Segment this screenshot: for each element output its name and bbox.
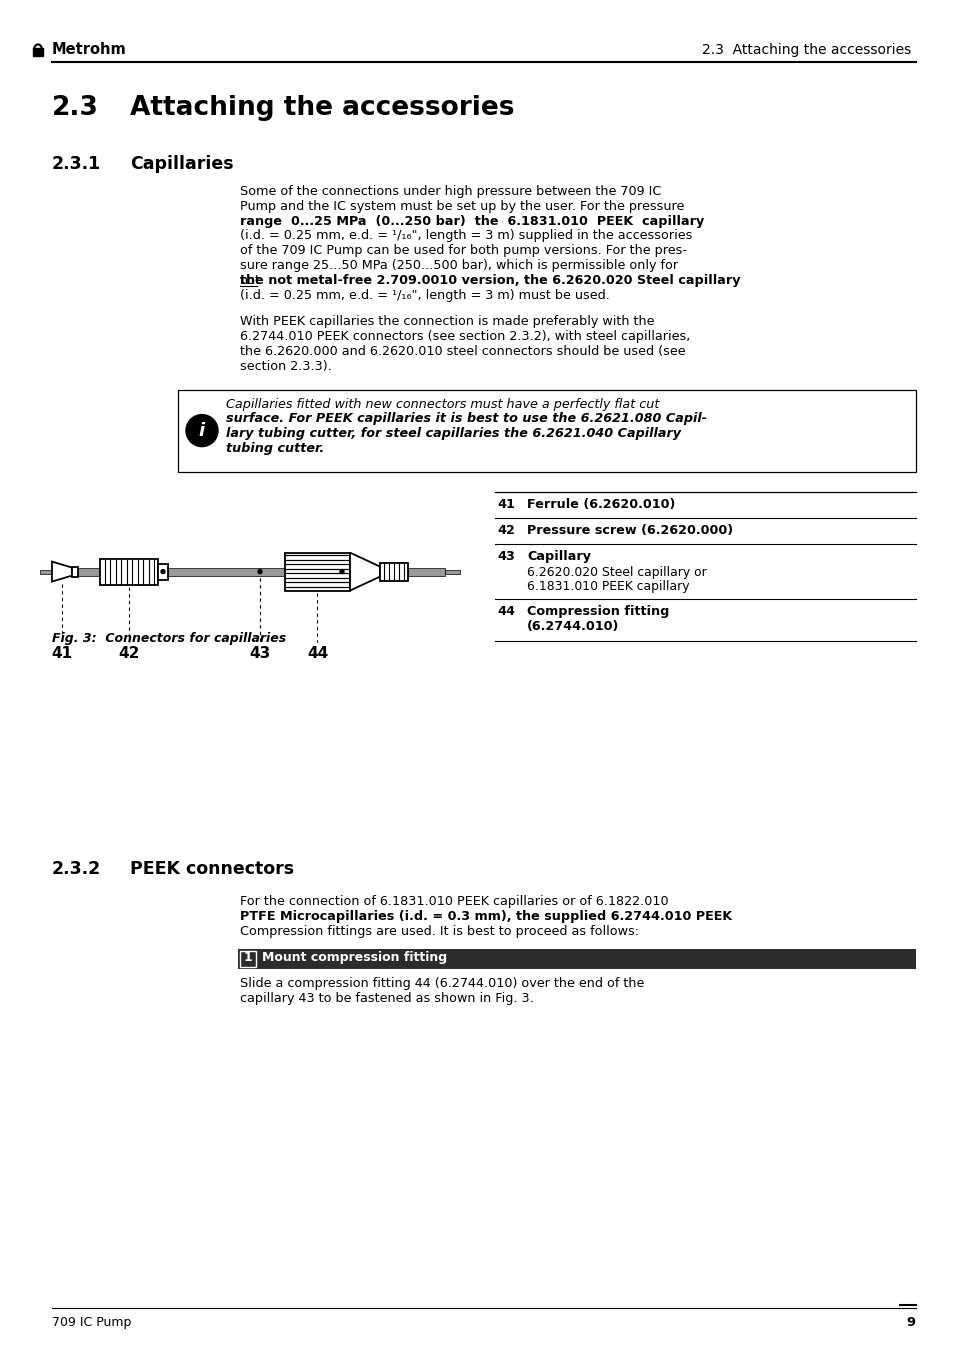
Circle shape [339, 570, 344, 574]
Text: 44: 44 [307, 646, 328, 661]
Text: Capillaries: Capillaries [130, 155, 233, 173]
Text: PEEK connectors: PEEK connectors [130, 861, 294, 878]
Text: surface. For PEEK capillaries it is best to use the 6.2621.080 Capil-: surface. For PEEK capillaries it is best… [226, 412, 706, 426]
Text: Metrohm: Metrohm [52, 42, 127, 58]
Circle shape [257, 570, 262, 574]
Text: the not metal-free 2.709.0010 version, the 6.2620.020 Steel capillary: the not metal-free 2.709.0010 version, t… [240, 274, 740, 286]
Polygon shape [52, 562, 71, 581]
Text: PTFE Microcapillaries (i.d. = 0.3 mm), the supplied 6.2744.010 PEEK: PTFE Microcapillaries (i.d. = 0.3 mm), t… [240, 909, 731, 923]
Text: Ferrule (6.2620.010): Ferrule (6.2620.010) [526, 497, 675, 511]
Text: 43: 43 [497, 550, 515, 562]
Text: (i.d. = 0.25 mm, e.d. = ¹/₁₆", length = 3 m) supplied in the accessories: (i.d. = 0.25 mm, e.d. = ¹/₁₆", length = … [240, 230, 692, 242]
Text: 2.3.2: 2.3.2 [52, 861, 101, 878]
Text: range  0...25 MPa  (0...250 bar)  the  6.1831.010  PEEK  capillary: range 0...25 MPa (0...250 bar) the 6.183… [240, 215, 703, 227]
Text: not: not [240, 274, 261, 286]
Text: Mount compression fitting: Mount compression fitting [262, 951, 447, 965]
Text: capillary 43 to be fastened as shown in Fig. 3.: capillary 43 to be fastened as shown in … [240, 992, 533, 1005]
Text: Compression fitting
(6.2744.010): Compression fitting (6.2744.010) [526, 605, 669, 632]
Text: With PEEK capillaries the connection is made preferably with the: With PEEK capillaries the connection is … [240, 315, 654, 328]
Text: tubing cutter.: tubing cutter. [226, 442, 324, 455]
Text: 9: 9 [906, 1316, 915, 1329]
Bar [379, 562, 408, 581]
Text: 2.3.1: 2.3.1 [52, 155, 101, 173]
Bar [240, 951, 255, 967]
Text: Attaching the accessories: Attaching the accessories [130, 95, 514, 122]
Circle shape [161, 570, 165, 574]
Text: 43: 43 [249, 646, 271, 661]
Text: 42: 42 [497, 524, 515, 536]
Text: 41: 41 [497, 497, 515, 511]
Text: 42: 42 [118, 646, 139, 661]
Text: of the 709 IC Pump can be used for both pump versions. For the pres-: of the 709 IC Pump can be used for both … [240, 245, 686, 257]
Text: i: i [199, 422, 205, 439]
Text: 6.2620.020 Steel capillary or: 6.2620.020 Steel capillary or [526, 566, 706, 578]
Text: 2.3: 2.3 [52, 95, 99, 122]
Text: 41: 41 [51, 646, 72, 661]
Polygon shape [350, 553, 379, 590]
Text: Pump and the IC system must be set up by the user. For the pressure: Pump and the IC system must be set up by… [240, 200, 683, 213]
Text: Slide a compression fitting 44 (6.2744.010) over the end of the: Slide a compression fitting 44 (6.2744.0… [240, 977, 643, 990]
Text: For the connection of 6.1831.010 PEEK capillaries or of 6.1822.010: For the connection of 6.1831.010 PEEK ca… [240, 894, 668, 908]
Bar [444, 570, 459, 574]
Text: the 6.2620.000 and 6.2620.010 steel connectors should be used (see: the 6.2620.000 and 6.2620.010 steel conn… [240, 345, 685, 358]
Text: section 2.3.3).: section 2.3.3). [240, 359, 332, 373]
Text: (i.d. = 0.25 mm, e.d. = ¹/₁₆", length = 3 m) must be used.: (i.d. = 0.25 mm, e.d. = ¹/₁₆", length = … [240, 289, 609, 301]
Text: sure range 25...50 MPa (250...500 bar), which is permissible only for: sure range 25...50 MPa (250...500 bar), … [240, 259, 678, 272]
Text: Capillaries fitted with new connectors must have a perfectly flat cut: Capillaries fitted with new connectors m… [226, 397, 659, 411]
Bar [40, 570, 55, 574]
Text: Pressure screw (6.2620.000): Pressure screw (6.2620.000) [526, 524, 732, 536]
Text: Fig. 3:  Connectors for capillaries: Fig. 3: Connectors for capillaries [52, 632, 286, 644]
Bar [285, 553, 350, 590]
Text: Some of the connections under high pressure between the 709 IC: Some of the connections under high press… [240, 185, 660, 199]
Bar [33, 49, 43, 55]
Bar [71, 566, 78, 577]
Text: lary tubing cutter, for steel capillaries the 6.2621.040 Capillary: lary tubing cutter, for steel capillarie… [226, 427, 680, 440]
Bar [178, 389, 915, 471]
Text: 1: 1 [243, 951, 253, 965]
Bar [237, 950, 915, 970]
Bar [100, 558, 158, 585]
Bar [158, 563, 168, 580]
Text: 6.2744.010 PEEK connectors (see section 2.3.2), with steel capillaries,: 6.2744.010 PEEK connectors (see section … [240, 330, 690, 343]
Text: Capillary: Capillary [526, 550, 590, 562]
Bar [55, 567, 444, 576]
Text: Compression fittings are used. It is best to proceed as follows:: Compression fittings are used. It is bes… [240, 924, 639, 938]
Text: 44: 44 [497, 605, 515, 617]
Circle shape [186, 415, 218, 447]
Text: 6.1831.010 PEEK capillary: 6.1831.010 PEEK capillary [526, 580, 689, 593]
Text: 709 IC Pump: 709 IC Pump [52, 1316, 132, 1329]
Text: 2.3  Attaching the accessories: 2.3 Attaching the accessories [701, 43, 910, 57]
